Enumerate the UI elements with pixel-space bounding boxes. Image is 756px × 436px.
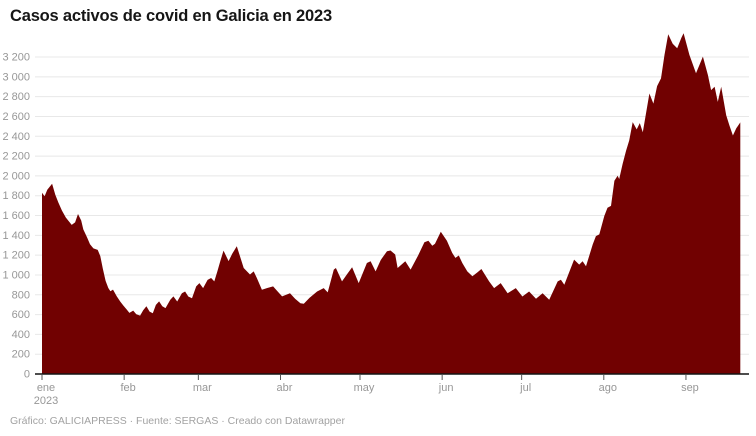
y-axis-tick-label: 800 [12, 289, 30, 301]
x-axis-month-label: mar [193, 382, 212, 394]
y-axis-tick-label: 1 000 [2, 269, 30, 281]
y-axis-tick-label: 0 [24, 369, 30, 381]
y-axis-tick-label: 2 200 [2, 151, 30, 163]
y-axis-tick-label: 2 000 [2, 170, 30, 182]
x-axis-month-label: jun [438, 382, 454, 394]
chart-title: Casos activos de covid en Galicia en 202… [10, 7, 332, 25]
x-axis-month-label: sep [681, 382, 699, 394]
y-axis-tick-label: 600 [12, 309, 30, 321]
x-axis-month-label: jul [519, 382, 531, 394]
y-axis-tick-label: 200 [12, 349, 30, 361]
y-axis-tick-label: 1 600 [2, 210, 30, 222]
x-axis-month-label: feb [121, 382, 136, 394]
x-axis-month-label: ago [599, 382, 617, 394]
chart-footer: Gráfico: GALICIAPRESS · Fuente: SERGAS ·… [10, 415, 345, 427]
y-axis-tick-label: 2 400 [2, 131, 30, 143]
y-axis-tick-label: 2 800 [2, 91, 30, 103]
x-axis-year-label: 2023 [34, 395, 58, 407]
x-axis-month-label: may [354, 382, 375, 394]
y-axis-tick-label: 1 400 [2, 230, 30, 242]
x-axis-month-label: abr [277, 382, 293, 394]
y-axis-tick-label: 1 800 [2, 190, 30, 202]
y-axis-tick-label: 3 000 [2, 71, 30, 83]
x-axis-month-label: ene [37, 382, 55, 394]
y-axis-tick-label: 3 200 [2, 52, 30, 64]
y-axis-tick-label: 1 200 [2, 250, 30, 262]
active-cases-area-series [42, 33, 741, 374]
y-axis-tick-label: 400 [12, 329, 30, 341]
y-axis-tick-label: 2 600 [2, 111, 30, 123]
